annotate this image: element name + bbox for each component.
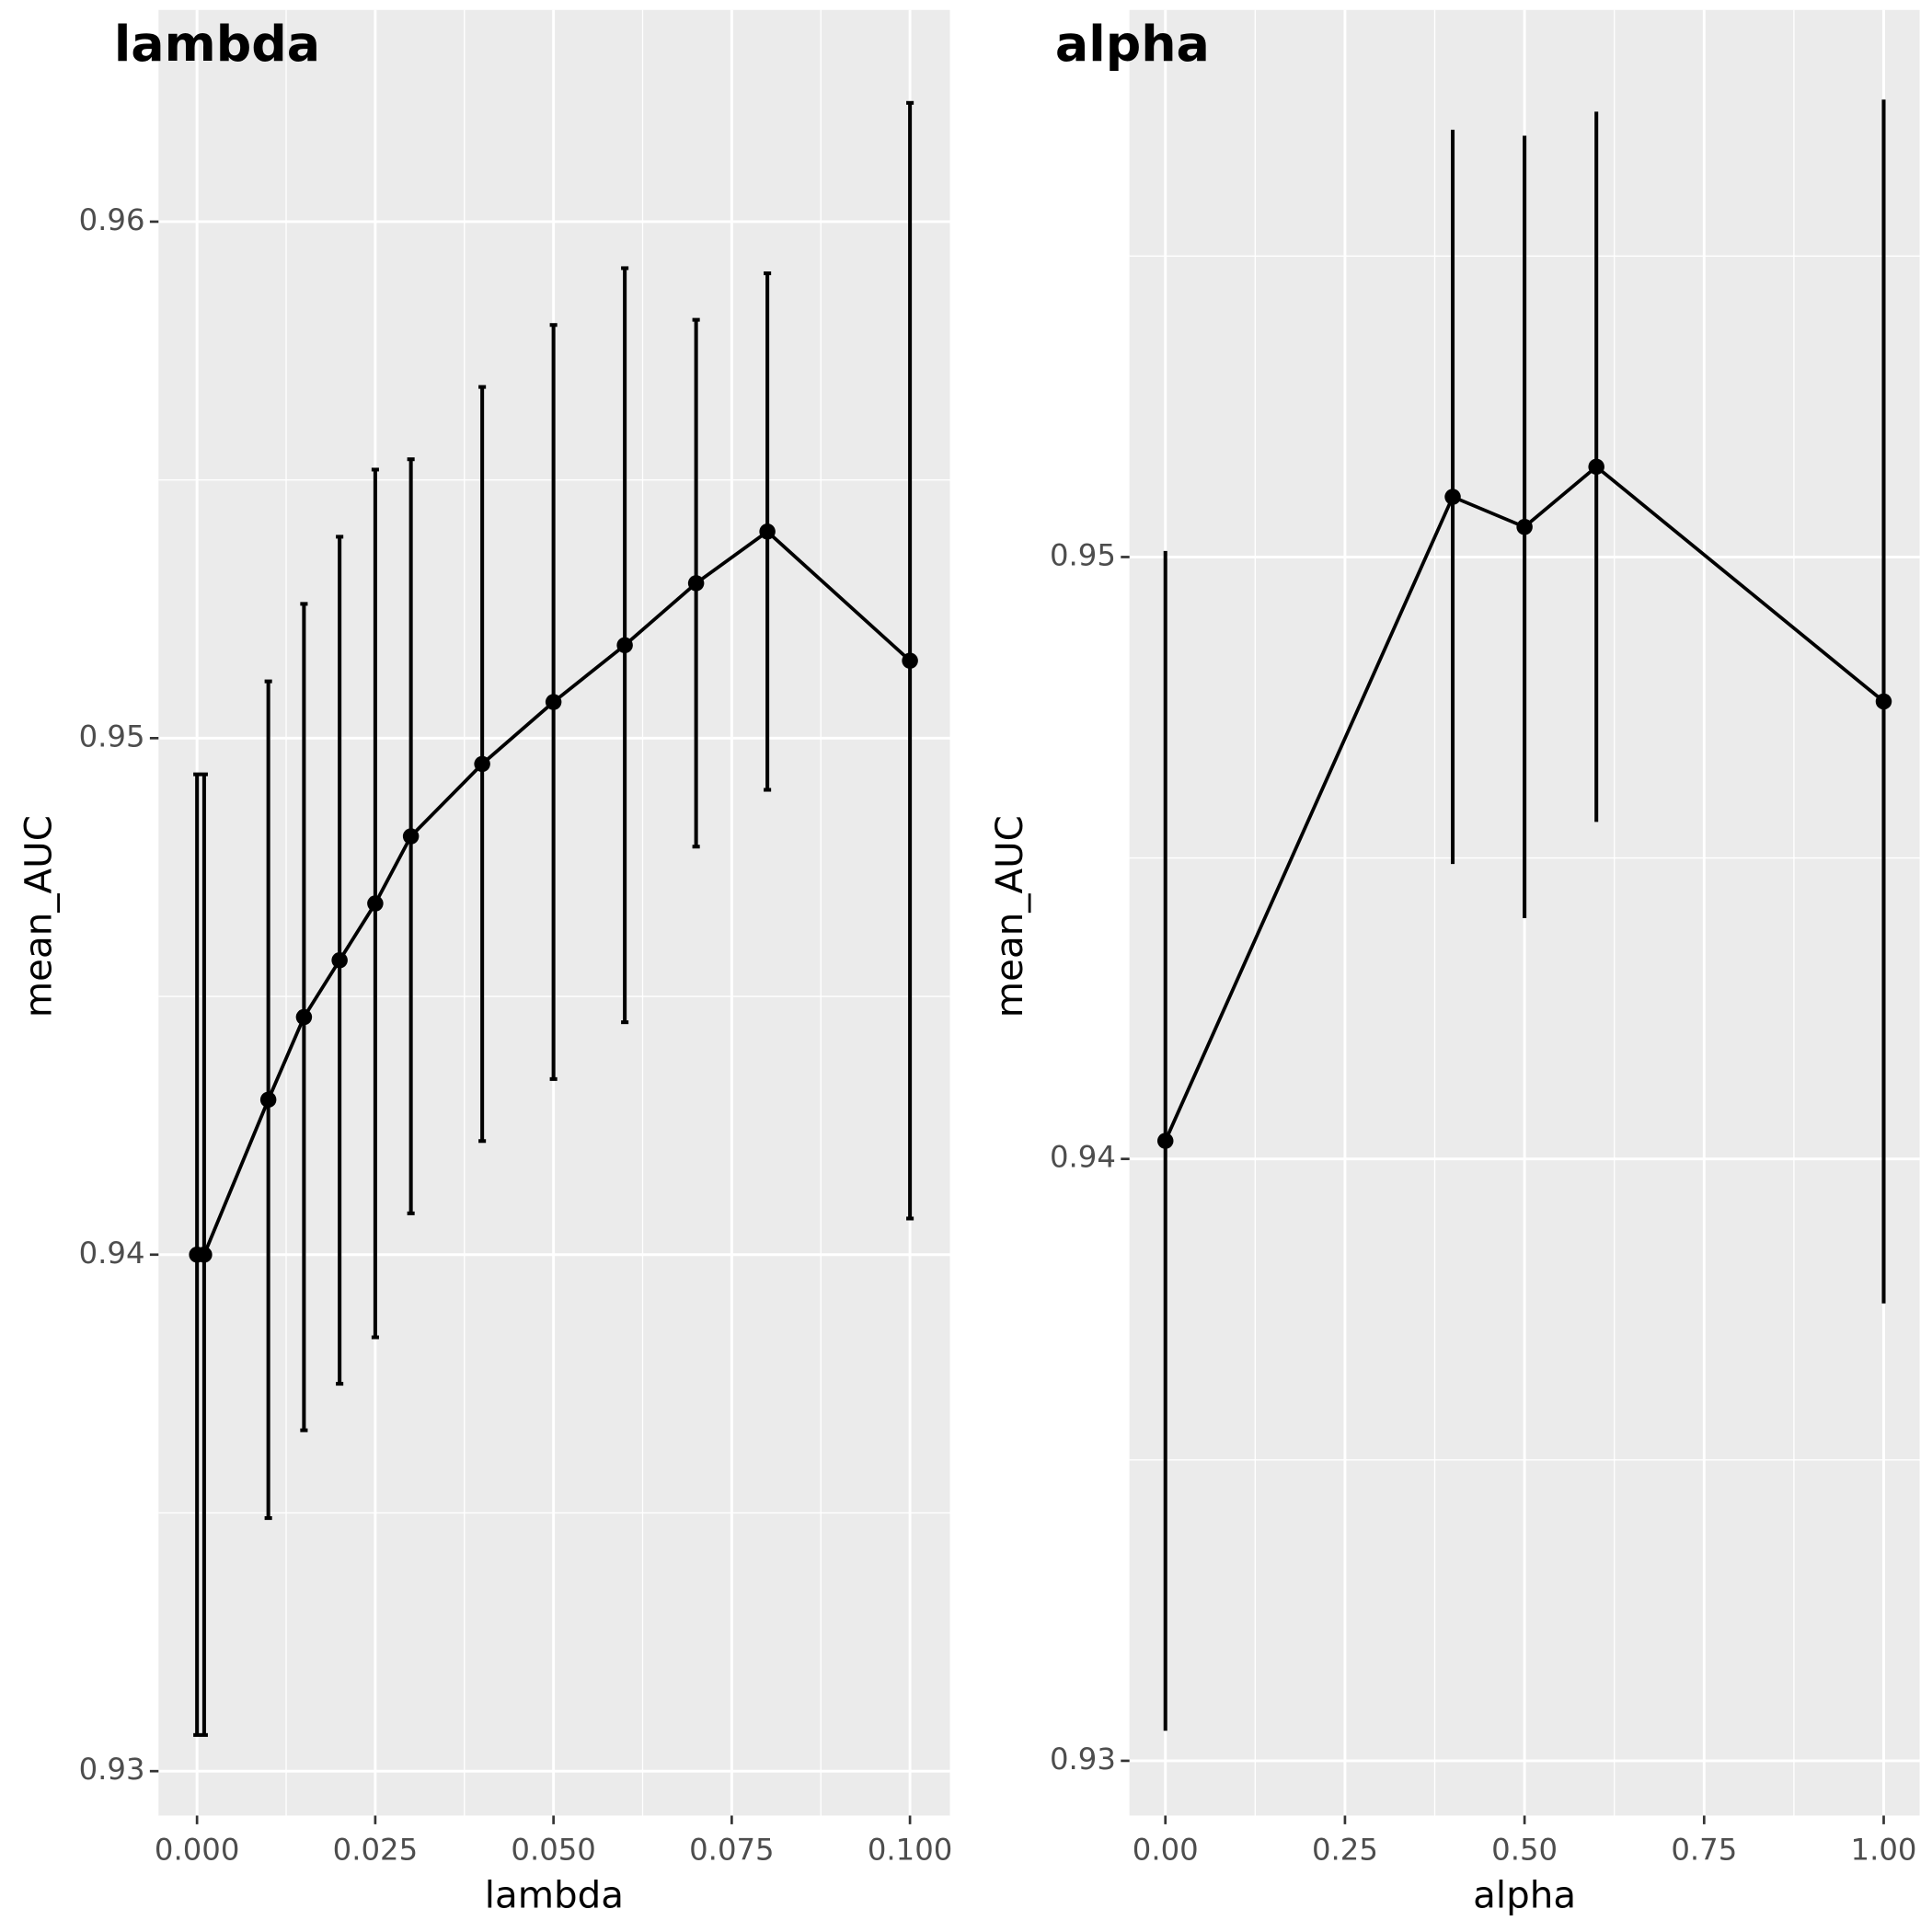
x-tick-label: 0.075 [689, 1833, 774, 1868]
x-tick-label: 0.50 [1491, 1833, 1558, 1868]
x-tick-label: 0.050 [511, 1833, 595, 1868]
x-tick-label: 0.00 [1133, 1833, 1199, 1868]
y-tick-label: 0.93 [1050, 1742, 1116, 1777]
point [402, 828, 420, 845]
x-axis-title: lambda [485, 1873, 624, 1916]
point [902, 652, 918, 669]
y-tick-label: 0.95 [1050, 537, 1116, 572]
point [259, 1091, 277, 1109]
x-tick-label: 1.00 [1851, 1833, 1917, 1868]
y-axis-title: mean_AUC [988, 815, 1031, 1018]
point [295, 1008, 313, 1026]
point [1588, 458, 1604, 476]
x-axis-title: alpha [1473, 1873, 1576, 1916]
y-tick-label: 0.95 [79, 719, 145, 753]
point [1156, 1133, 1174, 1149]
point [687, 575, 705, 592]
point [367, 895, 384, 912]
y-axis-title: mean_AUC [17, 815, 60, 1018]
x-tick-label: 0.000 [155, 1833, 239, 1868]
x-tick-label: 0.025 [333, 1833, 418, 1868]
point [331, 952, 348, 969]
x-tick-label: 0.100 [868, 1833, 952, 1868]
point [1516, 519, 1533, 535]
x-tick-label: 0.75 [1671, 1833, 1737, 1868]
point [1444, 489, 1461, 505]
point [474, 755, 490, 773]
x-tick-label: 0.25 [1312, 1833, 1378, 1868]
point [545, 694, 562, 710]
y-tick-label: 0.94 [79, 1236, 145, 1271]
y-tick-label: 0.96 [79, 202, 145, 237]
y-tick-label: 0.93 [79, 1752, 145, 1787]
point [1875, 693, 1892, 710]
point [196, 1247, 213, 1263]
point [616, 637, 633, 654]
chart-title: lambda [114, 15, 320, 73]
y-tick-label: 0.94 [1050, 1140, 1116, 1175]
chart-title: alpha [1055, 15, 1210, 73]
point [759, 523, 776, 540]
